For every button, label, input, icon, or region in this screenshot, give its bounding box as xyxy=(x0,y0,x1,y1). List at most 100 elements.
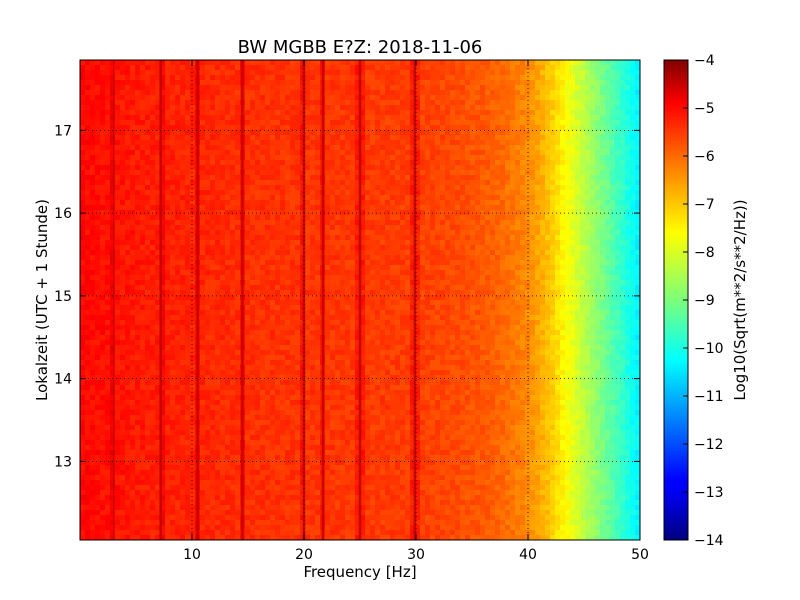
heatmap-cell xyxy=(375,225,381,231)
heatmap-cell xyxy=(140,105,146,111)
heatmap-cell xyxy=(360,85,366,91)
heatmap-cell xyxy=(515,80,521,86)
heatmap-cell xyxy=(560,210,566,216)
heatmap-cell xyxy=(210,280,216,286)
heatmap-cell xyxy=(510,85,516,91)
heatmap-cell xyxy=(220,230,226,236)
heatmap-cell xyxy=(395,210,401,216)
heatmap-cell xyxy=(535,135,541,141)
heatmap-cell xyxy=(440,115,446,121)
heatmap-cell xyxy=(470,95,476,101)
heatmap-cell xyxy=(355,80,361,86)
heatmap-cell xyxy=(630,165,636,171)
heatmap-cell xyxy=(635,225,640,231)
heatmap-cell xyxy=(205,90,211,96)
heatmap-cell xyxy=(185,250,191,256)
heatmap-cell xyxy=(495,205,501,211)
heatmap-cell xyxy=(135,180,141,186)
heatmap-cell xyxy=(570,170,576,176)
heatmap-cell xyxy=(635,80,640,86)
heatmap-cell xyxy=(210,110,216,116)
heatmap-cell xyxy=(330,240,336,246)
heatmap-cell xyxy=(620,160,626,166)
heatmap-cell xyxy=(450,180,456,186)
heatmap-cell xyxy=(310,80,316,86)
heatmap-cell xyxy=(180,75,186,81)
heatmap-cell xyxy=(610,245,616,251)
heatmap-cell xyxy=(515,195,521,201)
heatmap-cell xyxy=(625,160,631,166)
heatmap-cell xyxy=(490,145,496,151)
heatmap-cell xyxy=(360,270,366,276)
heatmap-cell xyxy=(580,210,586,216)
heatmap-cell xyxy=(365,120,371,126)
heatmap-cell xyxy=(385,70,391,76)
heatmap-cell xyxy=(515,200,521,206)
heatmap-cell xyxy=(185,170,191,176)
heatmap-cell xyxy=(225,275,231,281)
heatmap-cell xyxy=(160,250,166,256)
heatmap-cell xyxy=(545,185,551,191)
heatmap-cell xyxy=(265,110,271,116)
heatmap-cell xyxy=(520,220,526,226)
heatmap-cell xyxy=(145,130,151,136)
heatmap-cell xyxy=(445,120,451,126)
heatmap-cell xyxy=(595,205,601,211)
heatmap-cell xyxy=(130,170,136,176)
heatmap-cell xyxy=(505,125,511,131)
heatmap-cell xyxy=(90,185,96,191)
heatmap-cell xyxy=(85,95,91,101)
heatmap-cell xyxy=(535,195,541,201)
heatmap-cell xyxy=(400,280,406,286)
heatmap-cell xyxy=(175,115,181,121)
heatmap-cell xyxy=(540,235,546,241)
heatmap-cell xyxy=(170,150,176,156)
heatmap-cell xyxy=(305,275,311,281)
heatmap-cell xyxy=(565,200,571,206)
heatmap-cell xyxy=(375,215,381,221)
heatmap-cell xyxy=(185,210,191,216)
heatmap-cell xyxy=(285,280,291,286)
heatmap-cell xyxy=(190,170,196,176)
heatmap-cell xyxy=(495,240,501,246)
heatmap-cell xyxy=(390,275,396,281)
heatmap-cell xyxy=(550,75,556,81)
heatmap-cell xyxy=(205,205,211,211)
heatmap-cell xyxy=(415,100,421,106)
heatmap-cell xyxy=(90,245,96,251)
heatmap-cell xyxy=(110,95,116,101)
heatmap-cell xyxy=(110,150,116,156)
heatmap-cell xyxy=(560,120,566,126)
heatmap-cell xyxy=(275,90,281,96)
heatmap-cell xyxy=(435,220,441,226)
heatmap-cell xyxy=(175,185,181,191)
heatmap-cell xyxy=(250,145,256,151)
heatmap-cell xyxy=(535,205,541,211)
heatmap-cell xyxy=(530,225,536,231)
heatmap-cell xyxy=(370,250,376,256)
heatmap-cell xyxy=(220,150,226,156)
heatmap-cell xyxy=(535,260,541,266)
heatmap-cell xyxy=(185,70,191,76)
heatmap-cell xyxy=(390,95,396,101)
heatmap-cell xyxy=(315,85,321,91)
heatmap-cell xyxy=(595,80,601,86)
heatmap-cell xyxy=(340,215,346,221)
heatmap-cell xyxy=(545,215,551,221)
heatmap-cell xyxy=(430,175,436,181)
heatmap-cell xyxy=(220,245,226,251)
heatmap-cell xyxy=(565,105,571,111)
heatmap-cell xyxy=(365,210,371,216)
heatmap-cell xyxy=(220,250,226,256)
heatmap-cell xyxy=(280,270,286,276)
heatmap-cell xyxy=(390,65,396,71)
heatmap-cell xyxy=(465,110,471,116)
heatmap-cell xyxy=(190,260,196,266)
heatmap-cell xyxy=(420,250,426,256)
heatmap-cell xyxy=(190,245,196,251)
heatmap-cell xyxy=(620,60,626,66)
heatmap-cell xyxy=(200,275,206,281)
heatmap-cell xyxy=(125,180,131,186)
heatmap-cell xyxy=(395,60,401,66)
heatmap-cell xyxy=(455,100,461,106)
